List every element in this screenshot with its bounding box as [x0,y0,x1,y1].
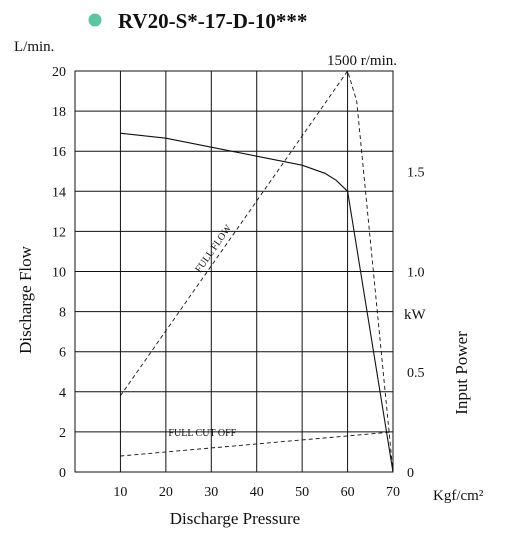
y-left-tick-label: 8 [59,306,66,321]
speed-label: 1500 r/min. [327,53,397,69]
series-discharge-flow [120,132,394,473]
title-marker [88,13,102,27]
y-left-tick-label: 16 [52,145,66,160]
x-tick-label: 40 [250,485,264,500]
series-full-flow [120,69,394,473]
x-tick-label: 10 [113,485,127,500]
y-right-unit: kW [404,307,427,323]
x-axis-unit: Kgf/cm² [433,488,484,504]
y-left-axis-title: Discharge Flow [16,245,35,354]
y-right-tick-label: 1.0 [407,266,425,281]
y-left-tick-label: 6 [59,346,66,361]
y-right-tick-label: 0 [407,466,414,481]
x-tick-label: 30 [204,485,218,500]
series [120,69,394,473]
y-left-unit: L/min. [14,39,54,55]
y-right-axis-title: Input Power [452,331,471,415]
x-tick-label: 50 [295,485,309,500]
chart-title: RV20-S*-17-D-10*** [118,9,307,33]
y-right-tick-label: 1.5 [407,165,425,180]
y-right-tick-label: 0.5 [407,366,425,381]
x-tick-label: 20 [159,485,173,500]
annotations: FULL FLOW FULL CUT OFF [168,223,236,439]
y-left-tick-label: 2 [59,426,66,441]
y-left-tick-label: 18 [52,105,66,120]
x-tick-label: 60 [341,485,355,500]
y-left-tick-label: 14 [52,185,66,200]
y-left-tick-label: 0 [59,466,66,481]
x-tick-label: 70 [386,485,400,500]
annotation-label: FULL CUT OFF [168,428,236,439]
y-left-tick-label: 20 [52,65,66,80]
y-left-tick-label: 12 [52,225,66,240]
x-axis-title: Discharge Pressure [170,509,300,528]
y-left-tick-label: 4 [59,386,66,401]
annotation-label: FULL FLOW [193,223,234,275]
grid [74,70,394,473]
y-left-tick-label: 10 [52,266,66,281]
series-full-cut-off [120,431,394,457]
tick-labels: 0 2 4 6 8 10 12 14 16 18 20 10 20 30 40 50 60 70 0 0.5 1.0 1.… [52,65,425,500]
